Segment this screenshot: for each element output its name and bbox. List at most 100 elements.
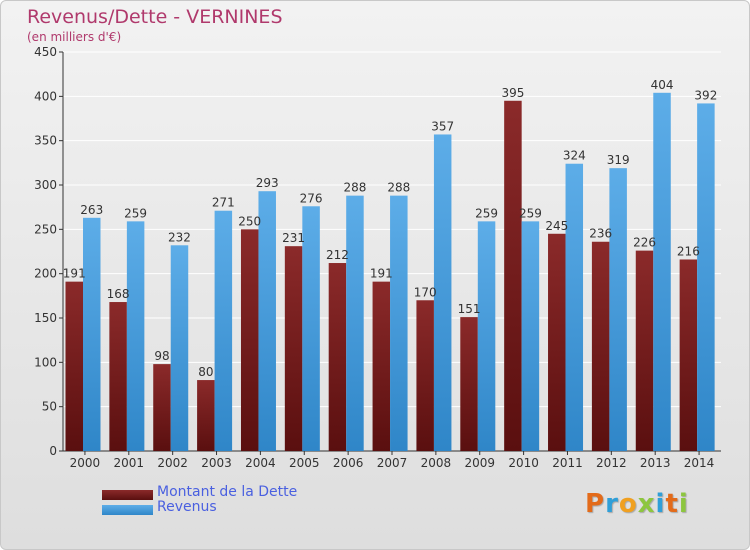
bar-debt-2004 (240, 229, 259, 451)
bar-revenue-2003 (214, 210, 233, 451)
bar-debt-2000 (65, 281, 83, 451)
data-label-revenue-2009: 259 (475, 206, 498, 220)
bar-debt-2011 (548, 233, 566, 451)
data-label-revenue-2011: 324 (563, 149, 586, 163)
y-tick-label-350: 350 (34, 134, 57, 148)
bar-revenue-2002 (170, 245, 189, 451)
x-tick-label-2000: 2000 (70, 456, 101, 470)
legend-label-revenue: Revenus (157, 499, 217, 515)
legend-swatch-debt (102, 490, 153, 500)
data-label-revenue-2007: 288 (387, 181, 410, 195)
legend-label-debt: Montant de la Dette (157, 484, 298, 500)
bar-revenue-2000 (83, 217, 101, 451)
data-label-debt-2001: 168 (107, 287, 130, 301)
x-tick-label-2009: 2009 (464, 456, 495, 470)
bar-debt-2008 (416, 300, 434, 451)
bar-debt-2001 (109, 302, 127, 451)
x-tick-label-2003: 2003 (201, 456, 232, 470)
bar-debt-2013 (635, 250, 654, 451)
x-tick-label-2007: 2007 (377, 456, 408, 470)
bar-revenue-2005 (302, 206, 320, 451)
logo-letter: i (678, 489, 689, 519)
bar-debt-2010 (504, 100, 522, 452)
y-tick-label-250: 250 (34, 222, 57, 236)
y-tick-label-100: 100 (34, 355, 57, 369)
bar-revenue-2001 (126, 221, 145, 451)
data-label-revenue-2013: 404 (651, 78, 674, 92)
data-label-revenue-2012: 319 (607, 153, 630, 167)
x-tick-label-2008: 2008 (421, 456, 452, 470)
chart-subtitle: (en milliers d'€) (27, 30, 122, 44)
bar-revenue-2008 (433, 134, 452, 451)
data-label-revenue-2000: 263 (80, 203, 103, 217)
logo-letter: P (585, 489, 606, 519)
y-tick-label-0: 0 (49, 444, 57, 458)
bar-revenue-2006 (346, 195, 364, 451)
logo-letter: i (655, 489, 666, 519)
data-label-debt-2006: 212 (326, 248, 349, 262)
data-label-debt-2003: 80 (198, 365, 213, 379)
data-label-revenue-2002: 232 (168, 230, 191, 244)
data-label-debt-2010: 395 (501, 86, 524, 100)
data-label-debt-2007: 191 (370, 267, 393, 281)
y-tick-label-400: 400 (34, 89, 57, 103)
data-label-debt-2012: 236 (589, 227, 612, 241)
x-tick-label-2013: 2013 (640, 456, 671, 470)
data-label-debt-2004: 250 (238, 214, 261, 228)
data-label-revenue-2004: 293 (256, 176, 279, 190)
logo-letter: t (665, 489, 679, 519)
x-tick-label-2004: 2004 (245, 456, 276, 470)
logo-letter: r (605, 489, 619, 519)
x-tick-label-2014: 2014 (684, 456, 715, 470)
data-label-debt-2013: 226 (633, 236, 656, 250)
bar-revenue-2007 (390, 195, 408, 451)
bar-revenue-2011 (565, 163, 584, 451)
x-tick-label-2012: 2012 (596, 456, 627, 470)
logo-letter: x (637, 489, 656, 519)
data-label-revenue-2006: 288 (343, 181, 366, 195)
data-label-revenue-2014: 392 (694, 88, 717, 102)
bar-revenue-2010 (521, 221, 540, 451)
data-label-revenue-2008: 357 (431, 119, 454, 133)
y-tick-label-200: 200 (34, 267, 57, 281)
data-label-debt-2008: 170 (414, 285, 437, 299)
data-label-revenue-2010: 259 (519, 206, 542, 220)
data-label-debt-2009: 151 (458, 302, 481, 316)
data-label-revenue-2005: 276 (300, 191, 323, 205)
bar-revenue-2014 (697, 103, 715, 451)
bar-debt-2009 (460, 317, 478, 451)
x-tick-label-2006: 2006 (333, 456, 364, 470)
x-tick-label-2002: 2002 (157, 456, 188, 470)
x-tick-label-2001: 2001 (114, 456, 145, 470)
data-label-debt-2005: 231 (282, 231, 305, 245)
bar-debt-2006 (328, 263, 347, 451)
bar-debt-2007 (372, 281, 391, 451)
bar-debt-2005 (284, 246, 303, 451)
data-label-debt-2002: 98 (154, 349, 169, 363)
legend-swatch-revenue (102, 505, 153, 515)
x-tick-label-2010: 2010 (508, 456, 539, 470)
chart-title: Revenus/Dette - VERNINES (27, 6, 283, 28)
bar-revenue-2004 (258, 191, 276, 451)
data-label-debt-2000: 191 (63, 267, 86, 281)
y-tick-label-450: 450 (34, 45, 57, 59)
logo-letter: o (618, 489, 638, 519)
bar-debt-2003 (197, 380, 215, 451)
bar-debt-2014 (679, 259, 698, 451)
data-label-revenue-2003: 271 (212, 196, 235, 210)
y-tick-label-50: 50 (42, 400, 57, 414)
bar-debt-2002 (153, 364, 171, 451)
bar-revenue-2009 (477, 221, 496, 451)
data-label-debt-2014: 216 (677, 244, 700, 258)
bar-revenue-2012 (609, 168, 627, 452)
data-label-debt-2011: 245 (545, 219, 568, 233)
x-tick-label-2005: 2005 (289, 456, 320, 470)
data-label-revenue-2001: 259 (124, 206, 147, 220)
proxiti-logo: Proxiti (585, 489, 689, 519)
bar-revenue-2013 (653, 92, 671, 451)
y-tick-label-300: 300 (34, 178, 57, 192)
bar-debt-2012 (591, 241, 610, 451)
y-tick-label-150: 150 (34, 311, 57, 325)
